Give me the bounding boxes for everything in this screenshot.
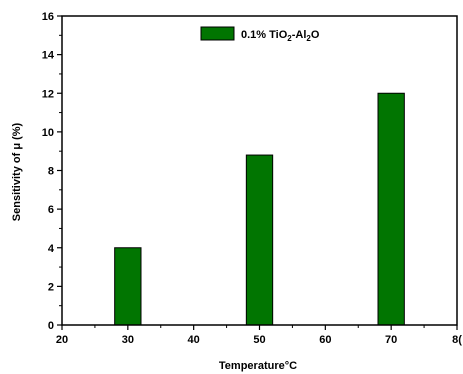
y-tick-label: 16 xyxy=(42,11,54,23)
x-tick-label: 20 xyxy=(56,334,68,346)
y-axis: 0 2 4 6 8 10 12 14 16 xyxy=(42,11,62,332)
y-tick-label: 10 xyxy=(42,127,54,139)
y-tick-label: 12 xyxy=(42,88,54,100)
y-axis-title: Sensitivity of μ (%) xyxy=(11,122,23,221)
y-tick-label: 14 xyxy=(42,50,55,62)
bar-group xyxy=(114,92,405,326)
x-tick-label: 60 xyxy=(319,334,331,346)
x-tick-label: 50 xyxy=(253,334,265,346)
x-tick-label: 30 xyxy=(122,334,134,346)
x-axis: 20 30 40 50 60 70 8( xyxy=(56,325,462,346)
y-tick-label: 8 xyxy=(48,166,54,178)
legend: 0.1% TiO2-Al2O xyxy=(200,26,320,43)
x-tick-label: 40 xyxy=(188,334,200,346)
y-tick-label: 4 xyxy=(48,243,55,255)
legend-label: 0.1% TiO2-Al2O xyxy=(241,29,320,43)
y-tick-label: 0 xyxy=(48,320,54,332)
bar-70 xyxy=(377,92,405,326)
legend-swatch xyxy=(200,26,235,41)
x-tick-label: 70 xyxy=(385,334,397,346)
y-tick-label: 2 xyxy=(48,281,54,293)
bar-30 xyxy=(114,247,142,326)
x-axis-title: Temperature°C xyxy=(219,360,297,372)
x-tick-label: 8( xyxy=(452,334,462,346)
bar-50 xyxy=(245,154,274,326)
y-tick-label: 6 xyxy=(48,204,54,216)
